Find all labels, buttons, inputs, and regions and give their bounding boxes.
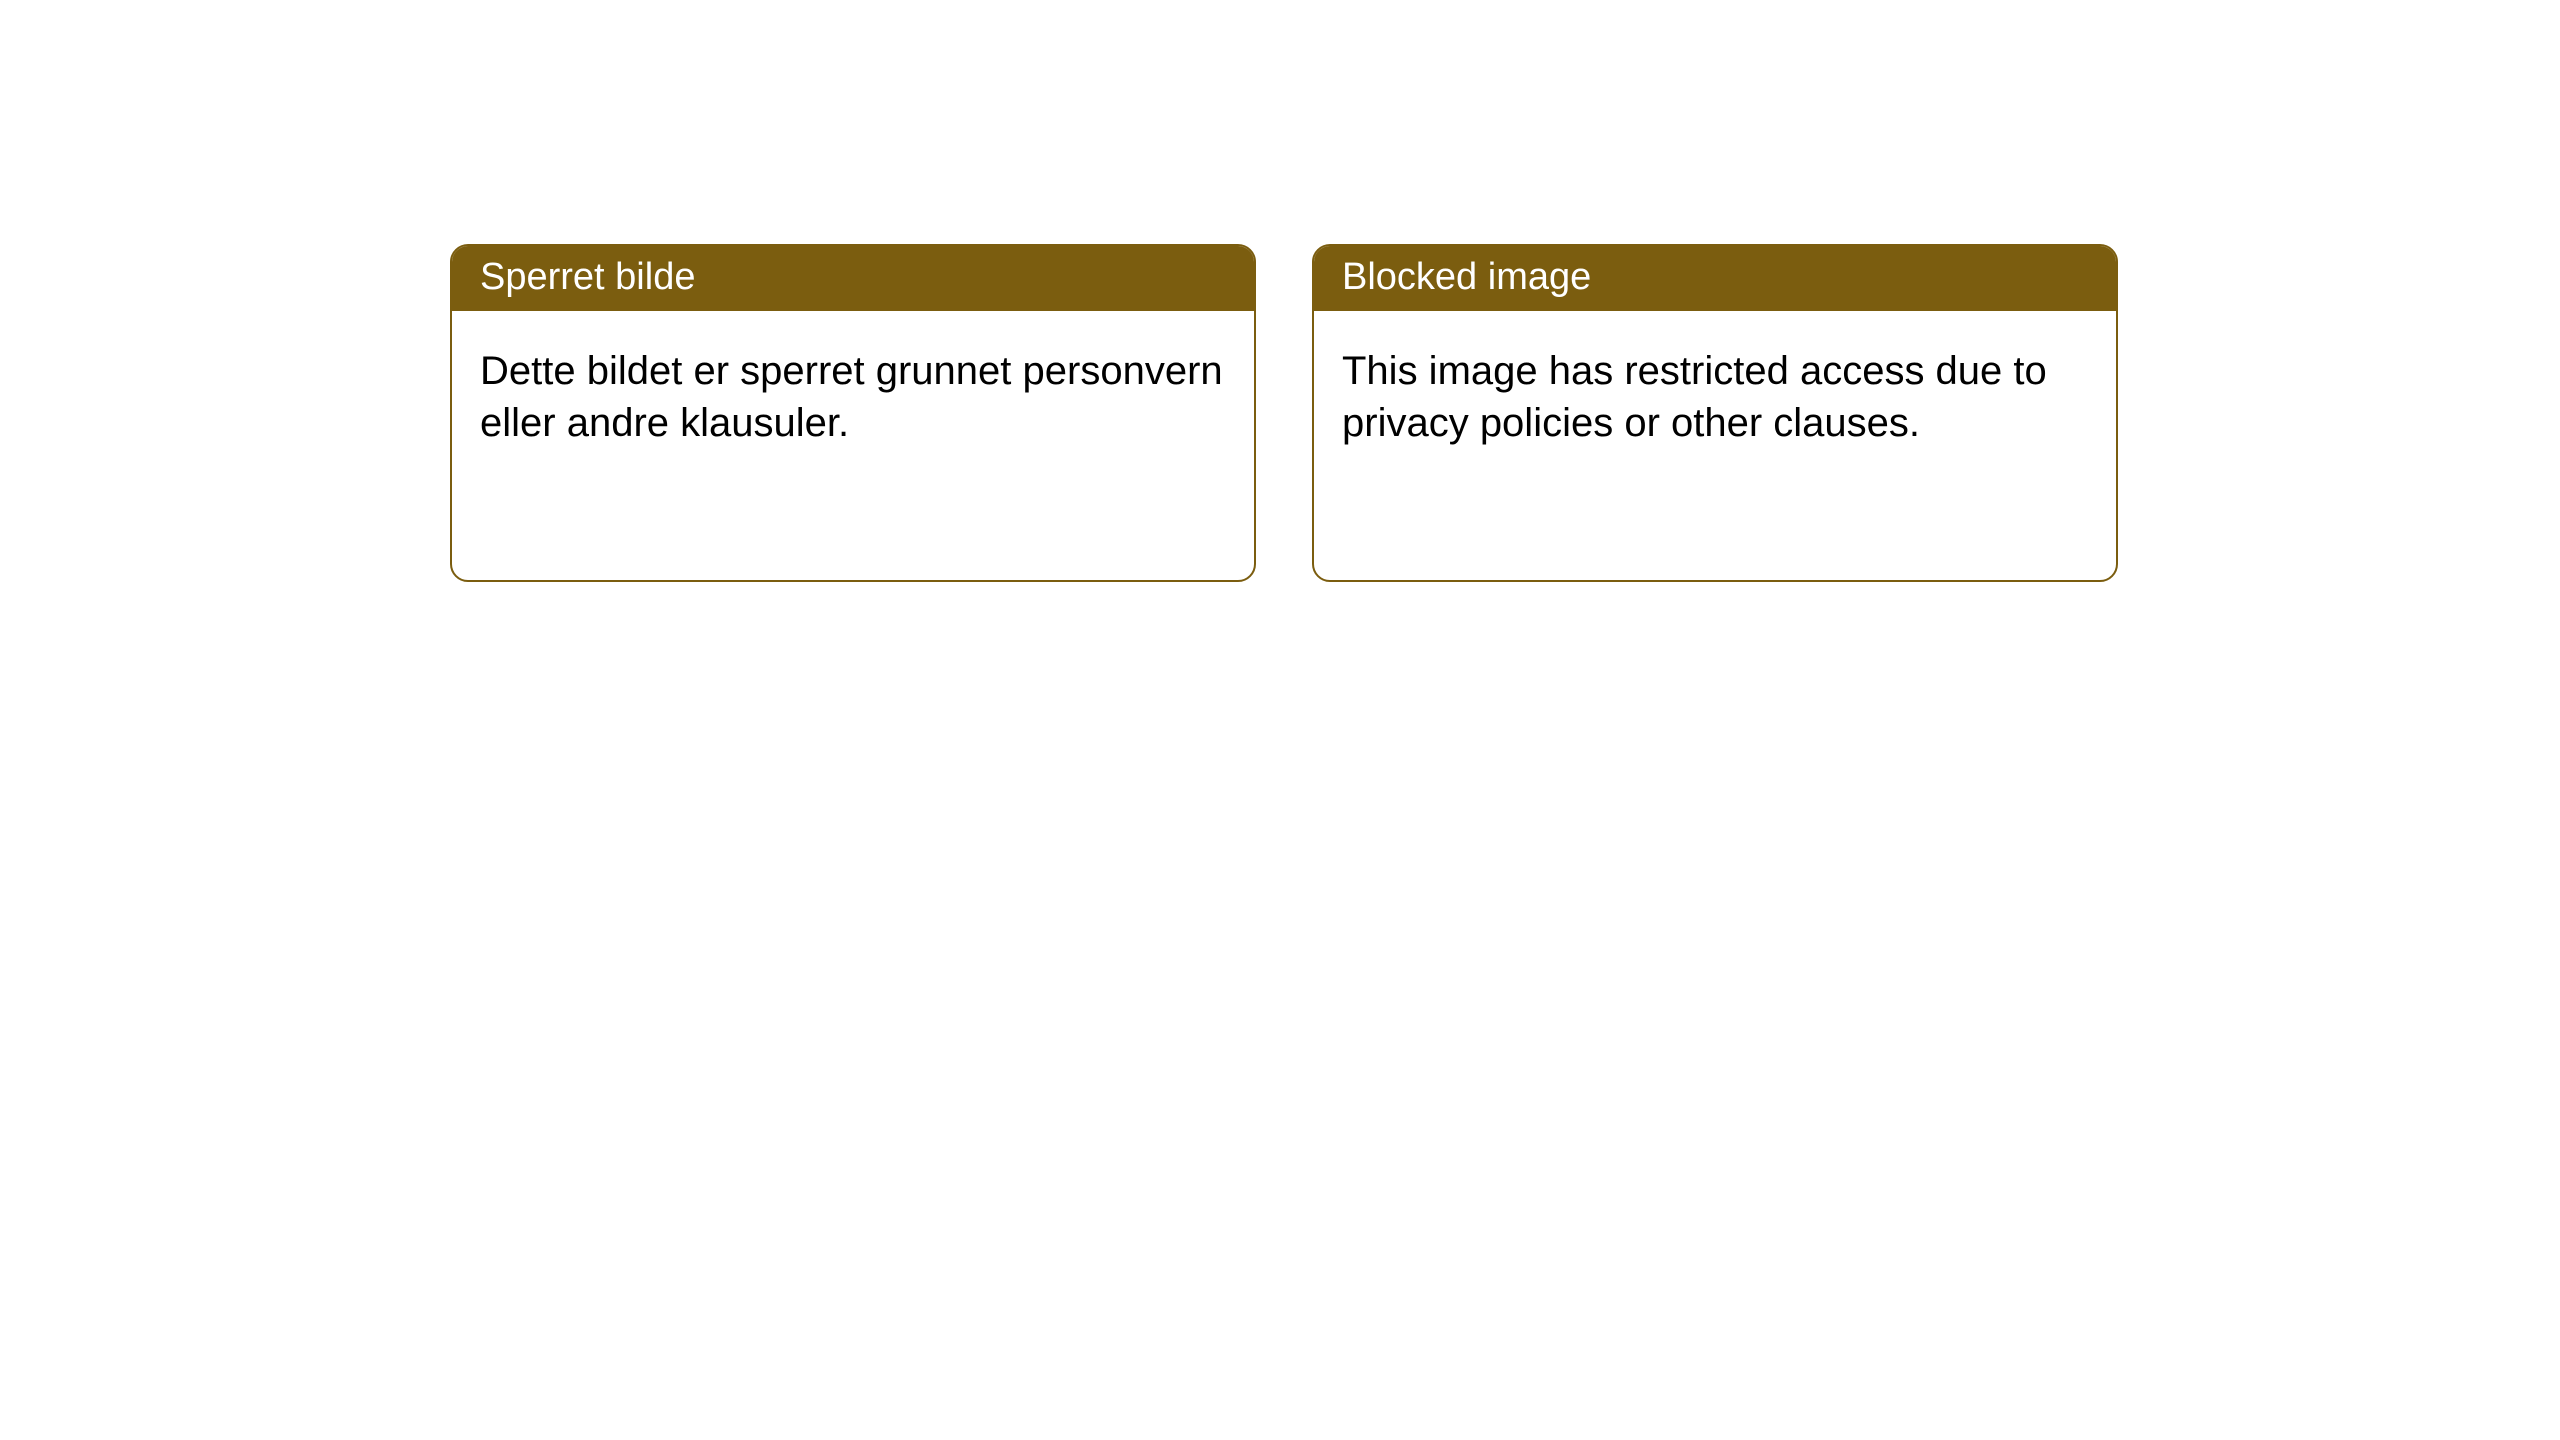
notice-header: Sperret bilde (452, 246, 1254, 311)
notice-body: This image has restricted access due to … (1314, 311, 2116, 483)
notice-container: Sperret bilde Dette bildet er sperret gr… (0, 0, 2560, 582)
notice-box-norwegian: Sperret bilde Dette bildet er sperret gr… (450, 244, 1256, 582)
notice-header: Blocked image (1314, 246, 2116, 311)
notice-message: This image has restricted access due to … (1342, 349, 2047, 445)
notice-body: Dette bildet er sperret grunnet personve… (452, 311, 1254, 483)
notice-title: Sperret bilde (480, 256, 695, 298)
notice-message: Dette bildet er sperret grunnet personve… (480, 349, 1223, 445)
notice-title: Blocked image (1342, 256, 1591, 298)
notice-box-english: Blocked image This image has restricted … (1312, 244, 2118, 582)
